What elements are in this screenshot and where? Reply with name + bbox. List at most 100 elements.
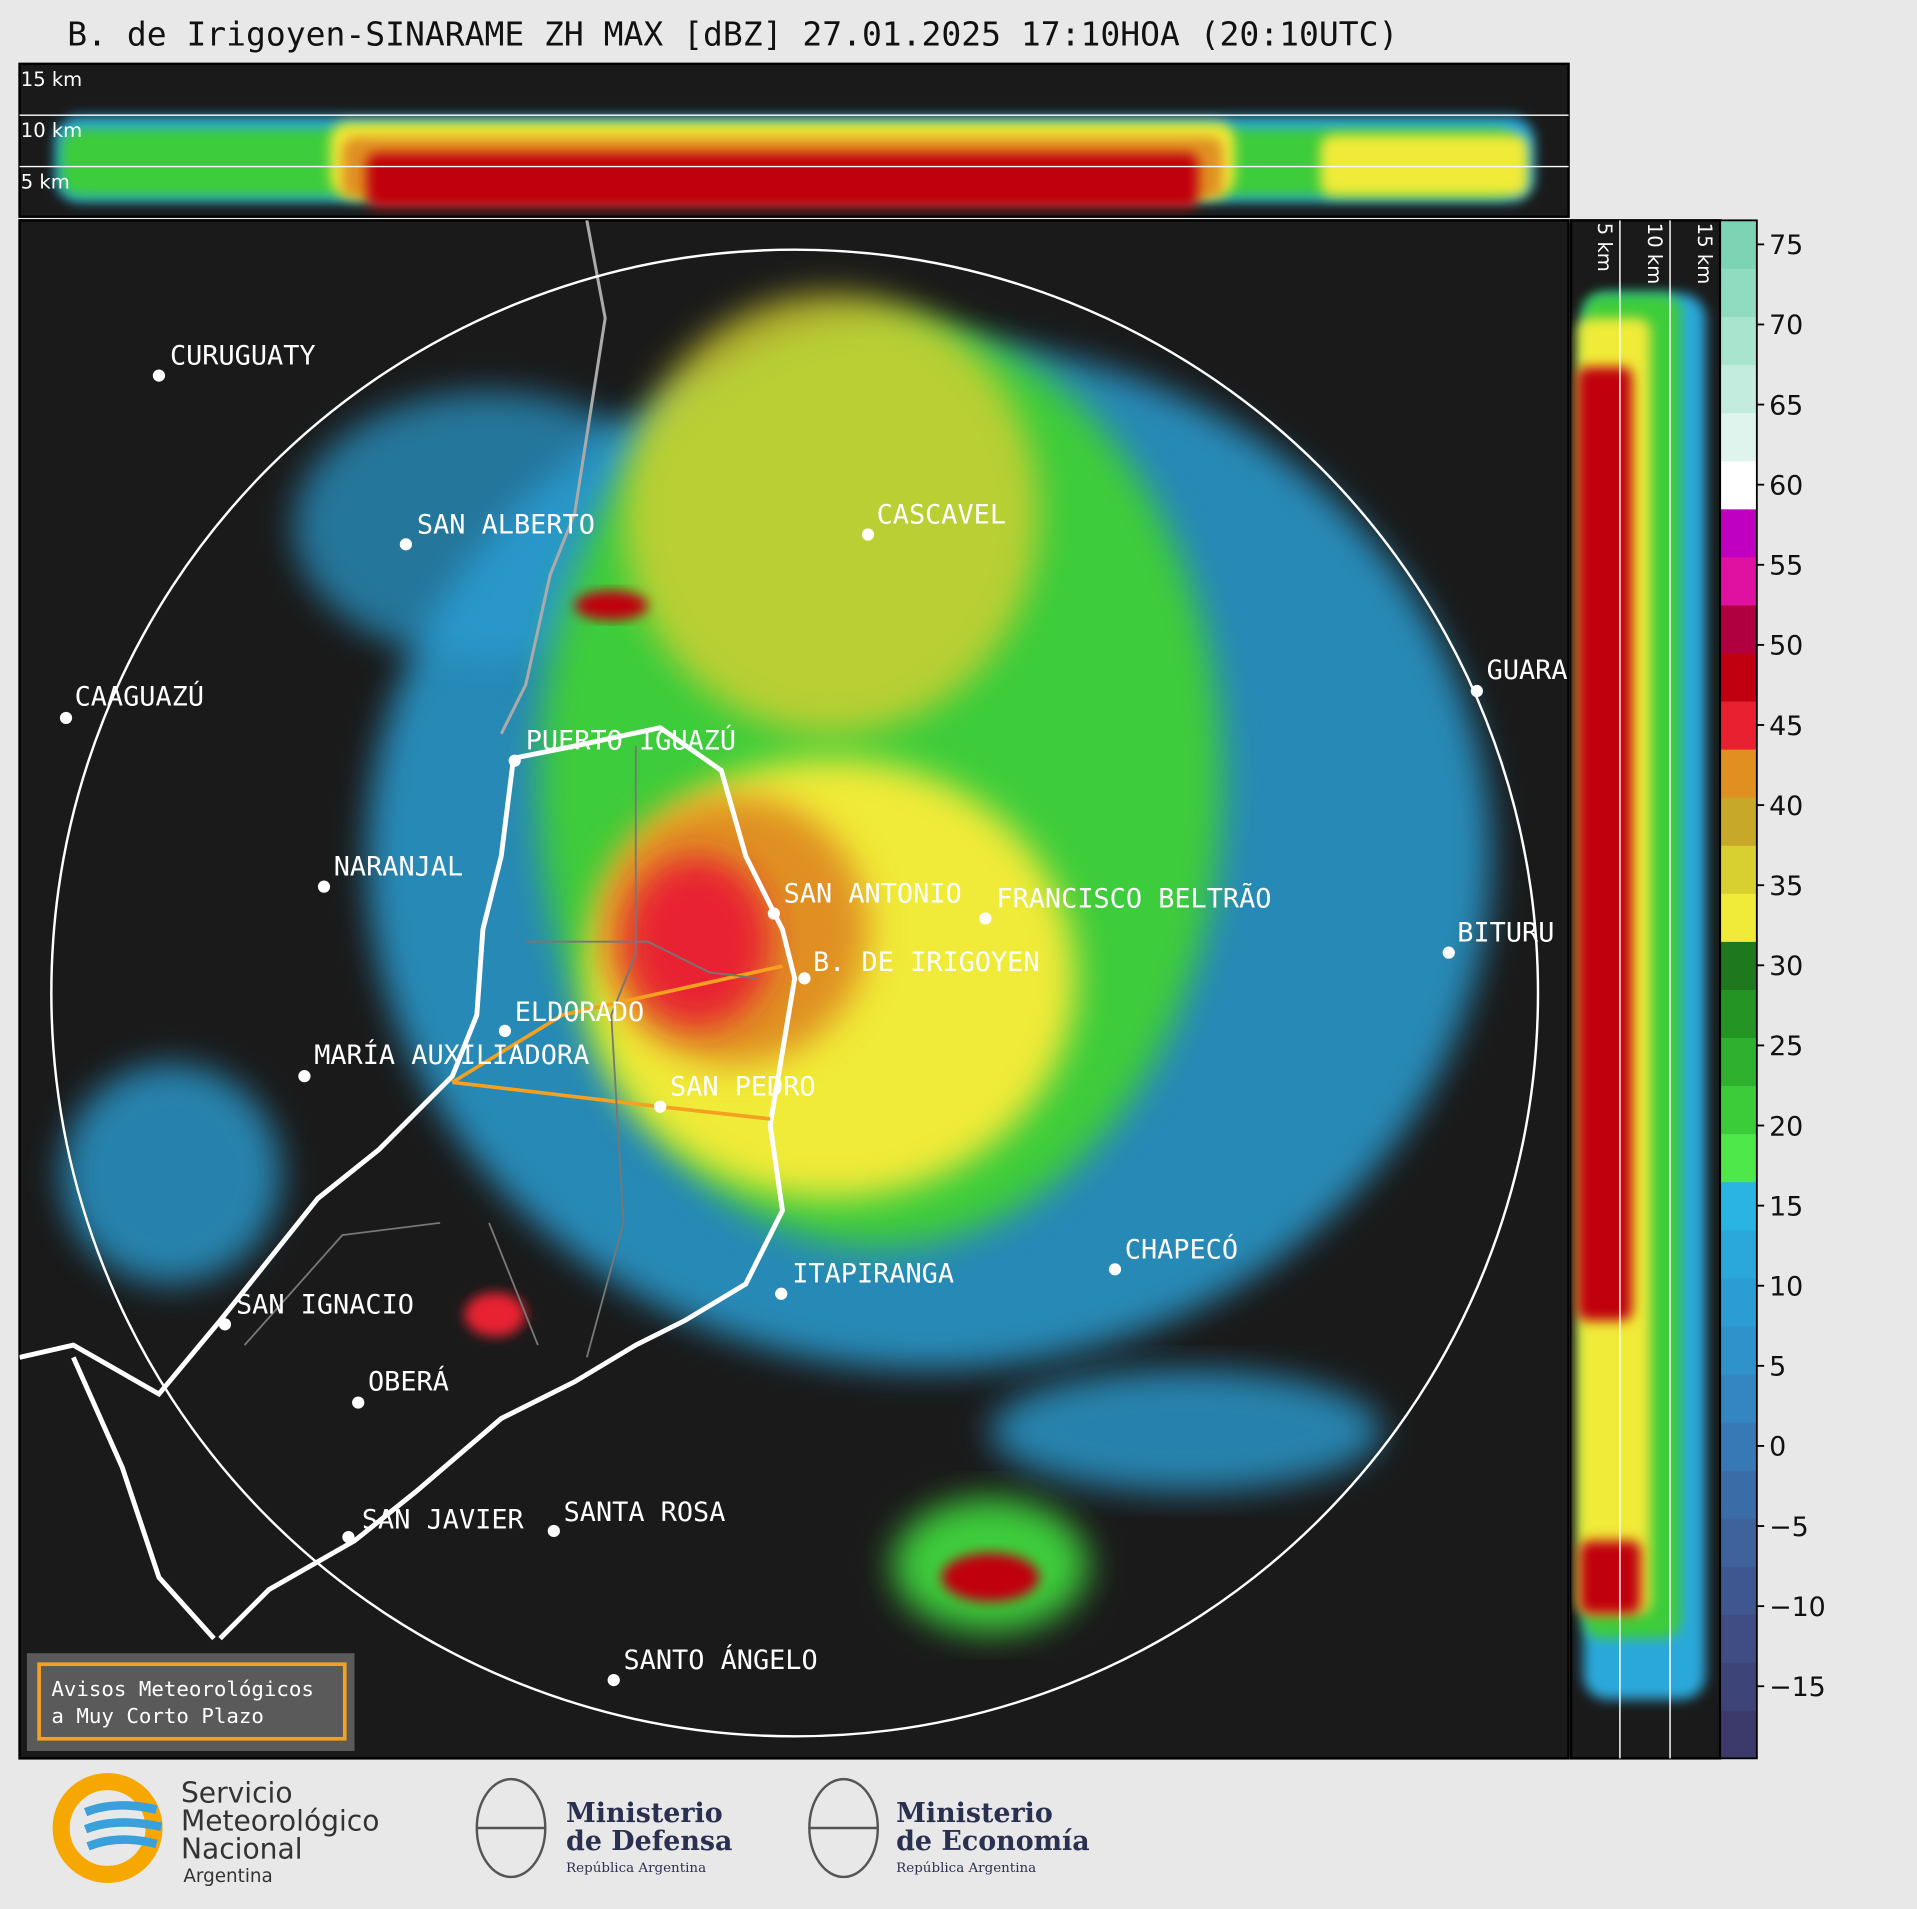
logo-text: Servicio	[181, 1776, 293, 1809]
colorbar-tick-label: 5	[1769, 1352, 1786, 1383]
colorbar-band	[1720, 1181, 1757, 1231]
colorbar-band	[1720, 460, 1757, 510]
colorbar-frame	[1719, 219, 1758, 1760]
city-label: SAN ALBERTO	[417, 509, 595, 540]
city-dot	[798, 972, 811, 985]
colorbar-band	[1720, 1518, 1757, 1567]
city-label: CHAPECÓ	[1125, 1233, 1238, 1265]
city-label: OBERÁ	[368, 1365, 449, 1397]
colorbar-tick-label: 30	[1769, 951, 1803, 982]
top-echoes	[55, 116, 1535, 209]
colorbar-band	[1720, 941, 1757, 990]
range-ring	[50, 248, 1540, 1738]
warning-border	[37, 1662, 347, 1741]
colorbar-tick-label: 60	[1769, 470, 1803, 501]
colorbar-band	[1720, 316, 1757, 366]
colorbar-band	[1720, 1037, 1757, 1087]
city-dot	[298, 1070, 311, 1083]
colorbar-tick-label: −5	[1769, 1512, 1809, 1543]
colorbar-band	[1720, 1085, 1757, 1135]
radar-echoes	[19, 220, 1492, 1641]
city-label: SAN IGNACIO	[236, 1289, 414, 1320]
city-dot	[1470, 684, 1483, 698]
logo-text: Argentina	[183, 1866, 272, 1887]
colorbar-tick-label: 25	[1769, 1031, 1803, 1062]
colorbar-tick-label: 70	[1769, 310, 1803, 341]
colorbar-tick-label: 75	[1769, 230, 1803, 261]
logo-text: de Defensa	[566, 1826, 732, 1857]
city-dot	[1108, 1263, 1122, 1276]
city-label: MARÍA AUXILIADORA	[314, 1039, 589, 1071]
city-label: SAN ANTONIO	[784, 879, 962, 910]
city-label: SANTA ROSA	[564, 1497, 726, 1528]
colorbar-tick-label: 40	[1769, 791, 1803, 822]
logo-text: República Argentina	[566, 1861, 706, 1876]
colorbar-tick-label: −10	[1769, 1592, 1826, 1623]
city-label: GUARA	[1487, 655, 1568, 686]
city-label: B. DE IRIGOYEN	[813, 947, 1040, 978]
city-label: CASCAVEL	[877, 500, 1006, 531]
colorbar-band	[1720, 1133, 1757, 1183]
colorbar-band	[1720, 1277, 1757, 1327]
city-dot	[342, 1530, 355, 1544]
city-label: PUERTO IGUAZÚ	[526, 725, 736, 757]
warning-text: a Muy Corto Plazo	[51, 1704, 264, 1728]
city-dot	[979, 912, 992, 925]
colorbar-tick-label: 0	[1769, 1432, 1786, 1463]
colorbar-band	[1720, 652, 1757, 702]
city-dot	[547, 1524, 560, 1538]
city-dot	[861, 528, 875, 541]
colorbar-tick-label: 50	[1769, 631, 1803, 662]
colorbar-band	[1720, 845, 1757, 894]
colorbar-tick-label: 10	[1769, 1272, 1803, 1303]
city-dot	[59, 711, 73, 725]
colorbar-tick-label: −15	[1769, 1672, 1826, 1703]
colorbar-band	[1720, 700, 1757, 750]
city-dot	[218, 1318, 232, 1331]
smn-logo	[52, 1773, 163, 1884]
colorbar-band	[1720, 556, 1757, 606]
colorbar-band	[1720, 1229, 1757, 1279]
colorbar-band	[1720, 220, 1757, 270]
colorbar-band	[1720, 1325, 1757, 1375]
colorbar-tick-label: 55	[1769, 551, 1803, 582]
city-label: FRANCISCO BELTRÃO	[996, 882, 1271, 914]
colorbar-band	[1720, 268, 1757, 318]
city-dot	[607, 1673, 620, 1687]
city-dot	[1442, 946, 1455, 959]
colorbar-band	[1720, 1566, 1757, 1615]
cities: CURUGUATY SAN ALBERTO CASCAVEL CAAGUAZÚ GUAR…	[59, 341, 1568, 1687]
colorbar-band	[1720, 1710, 1757, 1759]
coat-of-arms	[475, 1777, 880, 1879]
city-dot	[508, 754, 521, 767]
altitude-label: 5 km	[1593, 223, 1616, 272]
logo-text: Ministerio	[566, 1798, 723, 1829]
colorbar-band	[1720, 1373, 1757, 1423]
logo-text: Ministerio	[896, 1798, 1053, 1829]
city-label: SANTO ÁNGELO	[624, 1644, 818, 1676]
colorbar-tick-label: 15	[1769, 1191, 1803, 1222]
colorbar-band	[1720, 797, 1757, 846]
colorbar-band	[1720, 508, 1757, 558]
city-label: BITURU	[1457, 918, 1554, 949]
altitude-label: 10 km	[21, 119, 82, 142]
city-dot	[352, 1396, 365, 1409]
colorbar-band	[1720, 604, 1757, 654]
altitude-label: 15 km	[21, 68, 82, 91]
colorbar-tick-label: 65	[1769, 390, 1803, 421]
city-dot	[654, 1100, 667, 1113]
logo-text: República Argentina	[896, 1861, 1036, 1876]
colorbar-band	[1720, 364, 1757, 414]
city-dot	[399, 538, 413, 551]
logo-text: Nacional	[181, 1833, 303, 1866]
colorbar-tick-label: 35	[1769, 871, 1803, 902]
logo-text: Meteorológico	[181, 1804, 380, 1837]
colorbar-tick-label: 20	[1769, 1111, 1803, 1142]
colorbar-band	[1720, 1614, 1757, 1663]
city-label: CAAGUAZÚ	[75, 681, 204, 713]
city-dot	[317, 880, 331, 893]
